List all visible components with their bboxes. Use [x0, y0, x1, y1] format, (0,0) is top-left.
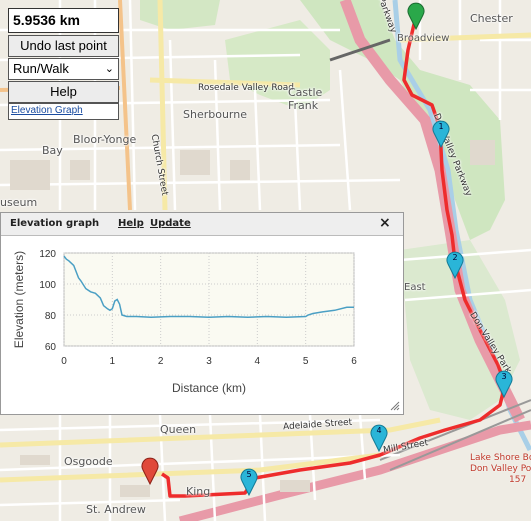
x-tick-label: 1 [110, 356, 116, 367]
panel-help-link[interactable]: Help [118, 218, 144, 229]
label-bloor-yonge: Bloor-Yonge [73, 133, 137, 146]
resize-handle-icon[interactable] [390, 401, 400, 411]
label-lake-shore: Lake Shore Bo [470, 453, 531, 463]
label-broadview: Broadview [397, 33, 450, 44]
chevron-down-icon: ⌄ [104, 63, 114, 75]
label-museum: useum [0, 196, 38, 209]
label-st-andrew: St. Andrew [86, 503, 146, 516]
label-bay: Bay [42, 144, 63, 157]
label-sherbourne: Sherbourne [183, 108, 247, 121]
waypoint-marker-3[interactable]: 3 [494, 368, 514, 399]
x-axis-label: Distance (km) [172, 381, 246, 395]
label-east: East [404, 282, 426, 293]
x-tick-label: 4 [255, 356, 261, 367]
y-tick-label: 60 [45, 342, 57, 353]
waypoint-marker-1[interactable]: 1 [431, 118, 451, 149]
waypoint-marker-4[interactable]: 4 [369, 422, 389, 453]
label-157: 157 [509, 475, 527, 485]
don-valley-park-area [300, 0, 505, 240]
elevation-chart: 0 1 2 3 4 5 6 60 80 100 120 Distance (km) Elevation … [12, 249, 357, 395]
waypoint-marker-5[interactable]: 5 [239, 466, 259, 497]
label-rosedale: Rosedale Valley Road [198, 83, 294, 93]
end-marker-icon[interactable] [140, 455, 160, 485]
label-don-valley-po: Don Valley Po [470, 464, 531, 474]
label-king: King [186, 485, 211, 498]
elevation-graph-link[interactable]: Elevation Graph [8, 103, 119, 120]
panel-title: Elevation graph [10, 218, 100, 229]
elevation-series-line [63, 255, 354, 319]
label-osgoode: Osgoode [64, 455, 113, 468]
lower-park-area [400, 240, 520, 420]
elevation-graph-panel: Elevation graph Help Update × 0 1 2 3 4 5 6 60 8… [0, 212, 404, 415]
x-tick-label: 2 [158, 356, 164, 367]
mode-select-value: Run/Walk [13, 61, 69, 76]
panel-header: Elevation graph Help Update × [1, 213, 403, 236]
mode-select[interactable]: Run/Walk ⌄ [8, 58, 119, 80]
rosedale-park-area [225, 20, 330, 110]
close-icon[interactable]: × [379, 215, 391, 231]
undo-last-point-button[interactable]: Undo last point [8, 35, 119, 57]
y-tick-label: 100 [39, 280, 56, 291]
y-tick-label: 80 [45, 311, 57, 322]
x-tick-label: 0 [61, 356, 67, 367]
label-queen: Queen [160, 423, 197, 436]
distance-display: 5.9536 km [8, 8, 119, 33]
help-button[interactable]: Help [8, 81, 119, 103]
x-tick-label: 5 [303, 356, 309, 367]
panel-update-link[interactable]: Update [150, 218, 191, 229]
label-chester: Chester [470, 12, 513, 25]
y-tick-label: 120 [39, 249, 56, 260]
waypoint-marker-2[interactable]: 2 [445, 249, 465, 280]
plot-area [63, 252, 355, 347]
x-tick-label: 3 [206, 356, 212, 367]
x-tick-label: 6 [351, 356, 357, 367]
start-marker-icon[interactable] [406, 0, 426, 30]
label-castle-frank: Castle Frank [288, 86, 323, 112]
y-axis-label: Elevation (meters) [12, 251, 26, 348]
